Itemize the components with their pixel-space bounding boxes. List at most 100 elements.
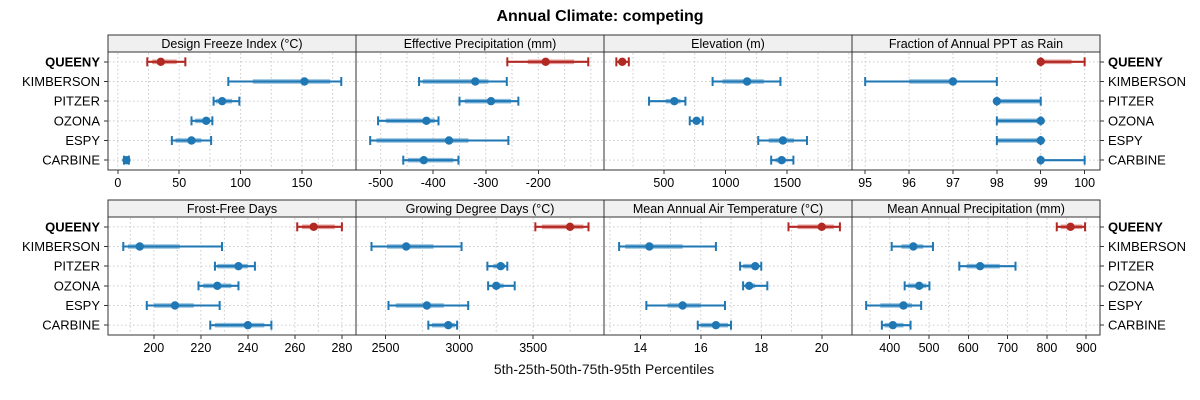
median-dot <box>888 320 898 330</box>
panel-plot-area <box>107 51 357 171</box>
panel-plot-area <box>603 216 853 336</box>
median-dot <box>670 96 679 106</box>
station-label-left: ESPY <box>65 133 100 148</box>
median-dot <box>492 281 501 291</box>
panel-plot-area <box>107 216 357 336</box>
median-dot <box>1036 136 1045 145</box>
station-label-right: KIMBERSON <box>1108 74 1186 89</box>
panel-title: Fraction of Annual PPT as Rain <box>889 37 1063 51</box>
panel-title: Growing Degree Days (°C) <box>406 202 555 216</box>
median-dot <box>1066 222 1075 232</box>
panel-plot-area <box>355 216 605 336</box>
median-dot <box>243 320 253 330</box>
median-dot <box>618 57 627 67</box>
median-dot <box>170 301 180 310</box>
median-dot <box>565 222 575 232</box>
x-tick-label: 95 <box>858 176 872 190</box>
median-dot <box>909 242 918 251</box>
station-label-right: PITZER <box>1108 94 1154 109</box>
x-tick-label: 280 <box>331 341 352 355</box>
station-label-left: CARBINE <box>42 153 100 168</box>
x-tick-label: 1500 <box>773 176 801 190</box>
chart-title: Annual Climate: competing <box>496 8 704 25</box>
panel-plot-area <box>603 51 853 171</box>
station-label-right: CARBINE <box>1108 318 1166 333</box>
x-tick-label: 150 <box>292 176 313 190</box>
median-dot <box>422 116 431 126</box>
station-label-right: ESPY <box>1108 133 1143 148</box>
median-dot <box>778 136 788 145</box>
median-dot <box>471 77 480 86</box>
median-dot <box>975 261 985 271</box>
station-label-right: QUEENY <box>1108 219 1163 234</box>
x-tick-label: -300 <box>473 176 498 190</box>
station-label-left: OZONA <box>54 278 101 293</box>
x-tick-label: 20 <box>815 341 829 355</box>
x-tick-label: 3000 <box>445 341 473 355</box>
median-dot <box>309 222 318 232</box>
x-tick-label: 700 <box>997 341 1018 355</box>
median-dot <box>234 261 243 271</box>
x-tick-label: 220 <box>190 341 211 355</box>
median-dot <box>122 155 131 165</box>
station-label-right: OZONA <box>1108 113 1155 128</box>
median-dot <box>496 261 505 271</box>
station-label-left: CARBINE <box>42 318 100 333</box>
median-dot <box>711 320 721 330</box>
median-dot <box>678 301 687 310</box>
median-dot <box>135 242 144 251</box>
median-dot <box>948 77 958 86</box>
median-dot <box>213 281 222 291</box>
x-tick-label: 500 <box>919 341 940 355</box>
x-tick-label: 100 <box>1074 176 1095 190</box>
median-dot <box>217 96 227 106</box>
median-dot <box>486 96 496 106</box>
station-label-right: CARBINE <box>1108 153 1166 168</box>
station-label-right: ESPY <box>1108 298 1143 313</box>
x-tick-label: 50 <box>172 176 186 190</box>
x-tick-label: 900 <box>1076 341 1097 355</box>
median-dot <box>1036 57 1045 67</box>
x-tick-label: 500 <box>653 176 674 190</box>
station-label-left: KIMBERSON <box>22 74 100 89</box>
x-tick-label: 14 <box>633 341 647 355</box>
median-dot <box>1036 116 1045 126</box>
panel-title: Frost-Free Days <box>187 202 277 216</box>
x-tick-label: 16 <box>694 341 708 355</box>
percentile-axis-caption: 5th-25th-50th-75th-95th Percentiles <box>493 361 715 377</box>
x-tick-label: -200 <box>526 176 551 190</box>
median-dot <box>692 116 701 126</box>
x-tick-label: -500 <box>368 176 393 190</box>
station-label-right: PITZER <box>1108 259 1154 274</box>
x-tick-label: 97 <box>946 176 960 190</box>
station-label-left: PITZER <box>54 94 100 109</box>
x-tick-label: 1000 <box>712 176 740 190</box>
median-dot <box>202 116 211 126</box>
median-dot <box>156 57 165 67</box>
median-dot <box>422 301 432 310</box>
median-dot <box>992 96 1002 106</box>
median-dot <box>817 222 826 232</box>
median-dot <box>444 136 454 145</box>
median-dot <box>187 136 196 145</box>
median-dot <box>645 242 654 251</box>
panel-plot-area <box>355 51 605 171</box>
x-tick-label: -400 <box>421 176 446 190</box>
x-tick-label: 200 <box>143 341 164 355</box>
x-tick-label: 600 <box>958 341 979 355</box>
station-label-left: OZONA <box>54 113 101 128</box>
median-dot <box>915 281 924 291</box>
station-label-left: ESPY <box>65 298 100 313</box>
x-tick-label: 2500 <box>372 341 400 355</box>
median-dot <box>899 301 908 310</box>
station-label-right: KIMBERSON <box>1108 239 1186 254</box>
x-tick-label: 18 <box>754 341 768 355</box>
x-tick-label: 99 <box>1034 176 1048 190</box>
panel-title: Design Freeze Index (°C) <box>161 37 302 51</box>
median-dot <box>401 242 411 251</box>
median-dot <box>444 320 453 330</box>
x-tick-label: 260 <box>284 341 305 355</box>
panel-plot-area <box>851 51 1101 171</box>
